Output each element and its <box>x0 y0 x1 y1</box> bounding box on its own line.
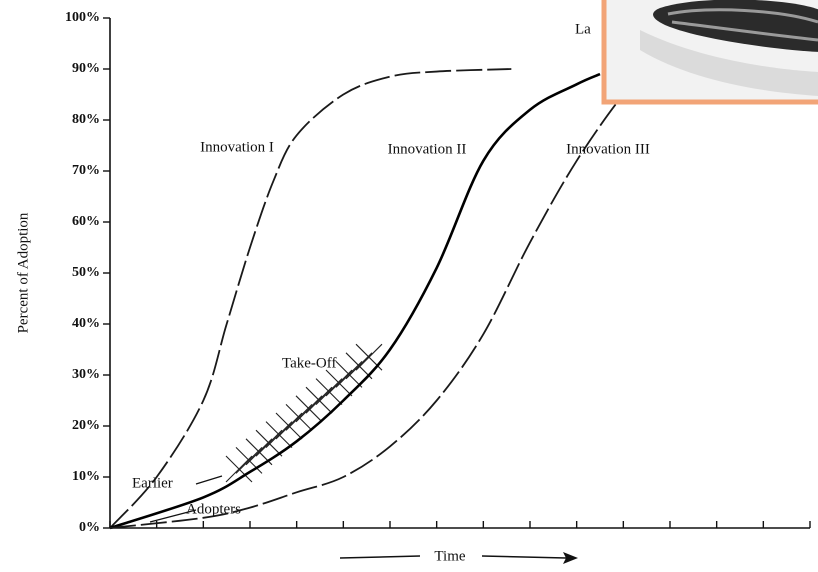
inset-photo <box>604 0 818 102</box>
page: Percent of Adoption Time 0% 10% 20% 30% 40% 5… <box>0 0 818 572</box>
annotation: La <box>575 21 591 37</box>
y-tick-label: 50% <box>72 265 100 280</box>
y-tick-label: 0% <box>79 520 100 535</box>
series-line <box>110 74 600 528</box>
annotation: Adopters <box>186 501 241 517</box>
series-label: Innovation I <box>200 139 274 155</box>
y-tick-label: 60% <box>72 214 100 229</box>
annotation: Take-Off <box>282 355 336 371</box>
y-tick-label: 30% <box>72 367 100 382</box>
y-tick-label: 40% <box>72 316 100 331</box>
y-axis-label: Percent of Adoption <box>15 212 31 333</box>
series-label: Innovation II <box>388 141 467 157</box>
annotation: Earlier <box>132 475 173 491</box>
series-label: Innovation III <box>566 141 650 157</box>
series-line <box>110 69 511 528</box>
y-tick-label: 20% <box>72 418 100 433</box>
y-tick-label: 90% <box>72 61 100 76</box>
y-tick-label: 80% <box>72 112 100 127</box>
y-tick-label: 100% <box>65 10 100 25</box>
y-tick-label: 10% <box>72 469 100 484</box>
chart: Percent of Adoption Time 0% 10% 20% 30% 40% 5… <box>0 0 818 572</box>
x-axis-label: Time <box>434 548 465 564</box>
y-tick-label: 70% <box>72 163 100 178</box>
